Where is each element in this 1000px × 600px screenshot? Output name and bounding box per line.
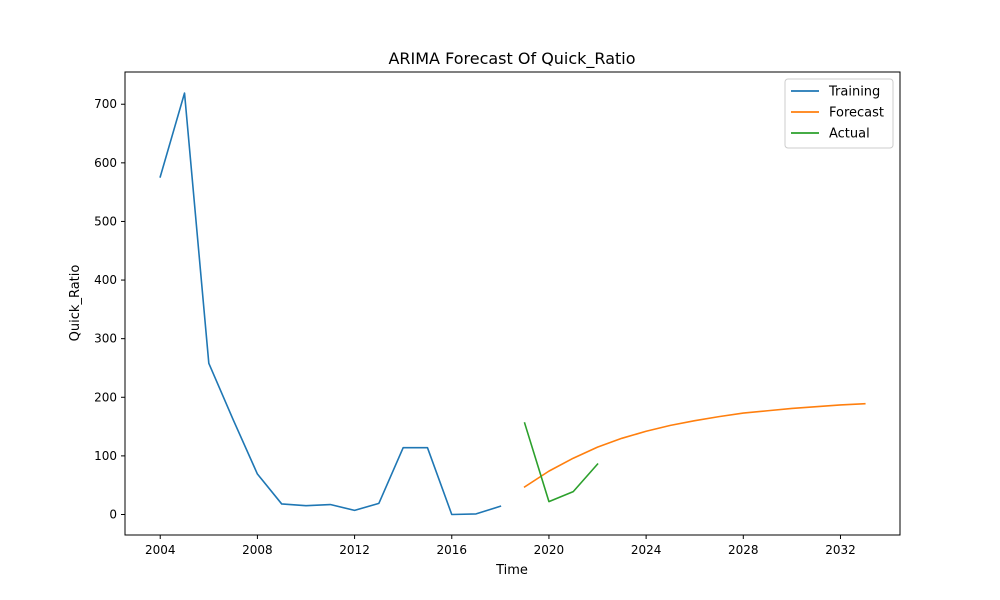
legend: Training Forecast Actual <box>784 78 894 149</box>
y-tick-label: 0 <box>109 507 117 521</box>
x-tick-label: 2008 <box>242 543 273 557</box>
legend-label-actual: Actual <box>829 127 870 142</box>
y-tick-label: 300 <box>94 332 117 346</box>
plot-frame <box>124 71 901 536</box>
x-tick-label: 2032 <box>825 543 856 557</box>
x-tick-label: 2020 <box>534 543 565 557</box>
y-tick-label: 400 <box>94 273 117 287</box>
y-tick-label: 500 <box>94 214 117 228</box>
y-axis: 0 100 200 300 400 500 600 700 <box>94 97 125 521</box>
x-axis-label: Time <box>495 563 528 578</box>
y-tick-label: 600 <box>94 156 117 170</box>
series-line-actual <box>523 422 599 503</box>
x-tick-label: 2004 <box>145 543 176 557</box>
x-tick-label: 2024 <box>631 543 662 557</box>
x-tick-label: 2016 <box>436 543 467 557</box>
legend-label-training: Training <box>828 85 880 100</box>
y-tick-label: 100 <box>94 449 117 463</box>
x-tick-label: 2012 <box>339 543 370 557</box>
x-axis: 2004 2008 2012 2016 2020 2024 2028 2032 <box>145 535 856 557</box>
y-tick-label: 700 <box>94 97 117 111</box>
y-tick-label: 200 <box>94 390 117 404</box>
y-axis-label: Quick_Ratio <box>68 265 83 342</box>
plot-area <box>159 92 866 516</box>
x-tick-label: 2028 <box>728 543 759 557</box>
legend-label-forecast: Forecast <box>829 106 884 121</box>
legend-box <box>784 78 894 149</box>
series-line-training <box>159 92 502 516</box>
chart-title: ARIMA Forecast Of Quick_Ratio <box>388 49 635 69</box>
series-line-forecast <box>523 402 866 489</box>
